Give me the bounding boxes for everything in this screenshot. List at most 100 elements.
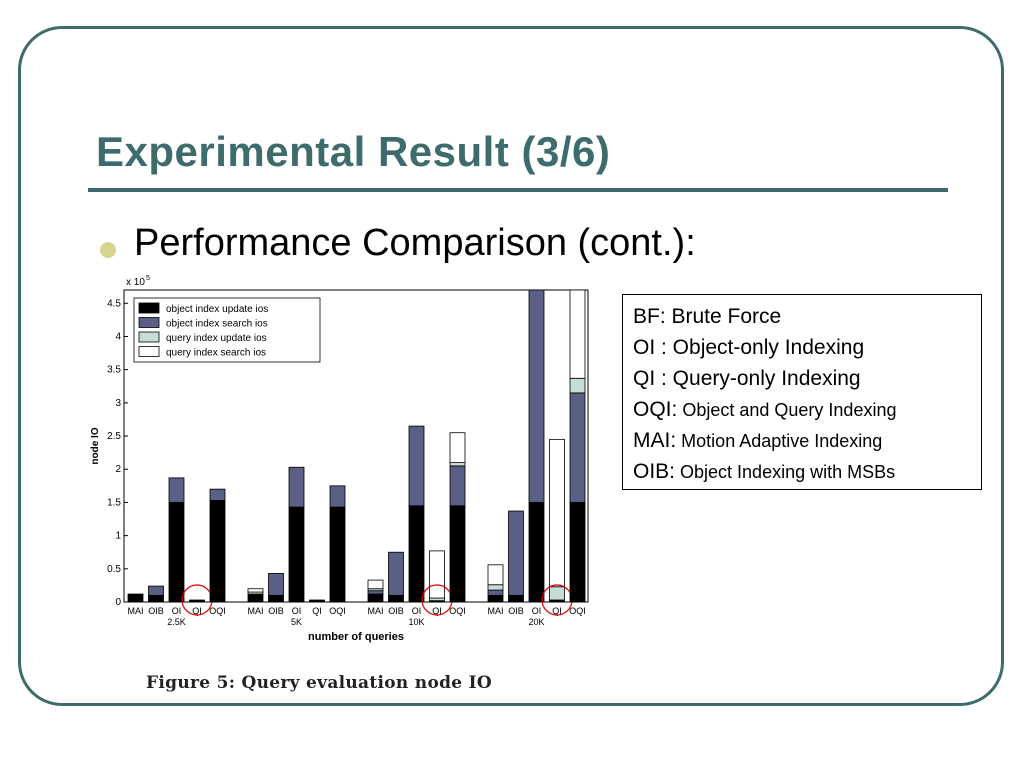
abbreviation-description: Object Indexing with MSBs bbox=[675, 462, 896, 482]
bar-segment bbox=[329, 506, 346, 603]
bar-segment bbox=[288, 506, 305, 603]
x-bar-label: OIB bbox=[268, 606, 284, 616]
x-bar-label: QI bbox=[192, 606, 202, 616]
bar-segment bbox=[549, 438, 565, 588]
abbreviation-description: Motion Adaptive Indexing bbox=[676, 431, 883, 451]
slide-frame bbox=[18, 26, 1004, 706]
bar-segment bbox=[429, 550, 445, 599]
x-bar-label: OQI bbox=[569, 606, 586, 616]
bar-segment bbox=[209, 500, 226, 603]
legend-label: query index search ios bbox=[166, 348, 266, 359]
x-bar-label: QI bbox=[552, 606, 562, 616]
bar-segment bbox=[388, 551, 404, 596]
title-underline bbox=[88, 188, 948, 192]
y-tick-label: 0.5 bbox=[107, 564, 121, 575]
bar-segment bbox=[367, 579, 384, 590]
x-group-label: 2.5K bbox=[167, 617, 186, 627]
bar-segment bbox=[148, 594, 164, 603]
x-bar-label: OI bbox=[532, 606, 542, 616]
x-bar-label: OQI bbox=[329, 606, 346, 616]
abbreviation-row: MAI: Motion Adaptive Indexing bbox=[633, 425, 981, 456]
y-tick-label: 4.5 bbox=[107, 298, 121, 309]
abbreviation-description: Query-only Indexing bbox=[666, 367, 861, 390]
bar-segment bbox=[528, 502, 545, 603]
x-bar-label: OQI bbox=[209, 606, 226, 616]
y-tick-label: 1 bbox=[115, 531, 121, 542]
x-bar-label: MAI bbox=[127, 606, 143, 616]
bar-segment bbox=[329, 485, 346, 508]
bar-segment bbox=[268, 594, 284, 603]
abbreviation-term: OQI: bbox=[633, 398, 678, 421]
y-axis-label: node IO bbox=[90, 427, 101, 464]
legend-swatch bbox=[138, 331, 160, 343]
legend-label: object index search ios bbox=[166, 319, 268, 330]
y-tick-label: 3 bbox=[115, 398, 121, 409]
bar-segment bbox=[388, 594, 404, 603]
abbreviation-row: OIB: Object Indexing with MSBs bbox=[633, 456, 981, 487]
bar-segment bbox=[247, 593, 264, 603]
bar-segment bbox=[408, 505, 425, 603]
y-tick-label: 1.5 bbox=[107, 497, 121, 508]
x-bar-label: OI bbox=[172, 606, 182, 616]
bar-segment bbox=[569, 289, 586, 379]
y-exponent-label: 5 bbox=[146, 275, 150, 282]
abbreviation-term: BF: bbox=[633, 305, 666, 328]
x-bar-label: OI bbox=[292, 606, 302, 616]
x-axis-label: number of queries bbox=[308, 631, 404, 643]
bar-segment bbox=[487, 564, 504, 586]
bar-segment bbox=[449, 505, 466, 603]
y-multiplier-label: x 10 bbox=[126, 277, 145, 288]
abbreviation-description: Brute Force bbox=[665, 305, 782, 328]
abbreviation-row: OI : Object-only Indexing bbox=[633, 332, 981, 363]
abbreviation-term: OI : bbox=[633, 336, 667, 359]
abbreviation-row: BF: Brute Force bbox=[633, 301, 981, 332]
bar-segment bbox=[569, 502, 586, 603]
y-tick-label: 2.5 bbox=[107, 431, 121, 442]
x-bar-label: OQI bbox=[449, 606, 466, 616]
bar-segment bbox=[549, 586, 565, 601]
x-bar-label: QI bbox=[432, 606, 442, 616]
bullet-dot-icon bbox=[100, 242, 116, 258]
bar-segment bbox=[508, 510, 524, 596]
x-bar-label: OIB bbox=[508, 606, 524, 616]
bar-segment bbox=[449, 465, 466, 507]
bullet-text: Performance Comparison (cont.): bbox=[134, 222, 696, 264]
figure-caption: Figure 5: Query evaluation node IO bbox=[146, 673, 492, 693]
y-tick-label: 4 bbox=[115, 331, 121, 342]
abbreviation-term: QI : bbox=[633, 367, 667, 390]
x-bar-label: MAI bbox=[487, 606, 503, 616]
legend-swatch bbox=[138, 317, 160, 328]
bar-segment bbox=[148, 585, 164, 596]
x-bar-label: QI bbox=[312, 606, 322, 616]
bar-segment bbox=[268, 573, 284, 596]
abbreviation-description: Object-only Indexing bbox=[666, 336, 865, 359]
x-group-label: 20K bbox=[528, 617, 544, 627]
bar-segment bbox=[367, 590, 384, 595]
legend-label: object index update ios bbox=[166, 304, 268, 315]
abbreviation-legend: BF: Brute Force OI : Object-only Indexing… bbox=[622, 294, 982, 490]
chart-legend bbox=[133, 297, 321, 363]
bar-segment bbox=[487, 589, 504, 596]
bar-segment bbox=[449, 432, 466, 463]
bar-segment bbox=[209, 488, 226, 501]
x-bar-label: OIB bbox=[388, 606, 404, 616]
x-bar-label: MAI bbox=[367, 606, 383, 616]
x-bar-label: OIB bbox=[148, 606, 164, 616]
bar-segment bbox=[408, 425, 425, 507]
plot-area bbox=[123, 289, 589, 603]
bar-segment bbox=[127, 593, 144, 603]
abbreviation-term: MAI: bbox=[633, 429, 677, 452]
bar-segment bbox=[168, 502, 185, 603]
bar-segment bbox=[168, 477, 185, 503]
abbreviation-row: OQI: Object and Query Indexing bbox=[633, 394, 981, 425]
x-group-label: 10K bbox=[408, 617, 424, 627]
bar-segment bbox=[487, 584, 504, 591]
abbreviation-description: Object and Query Indexing bbox=[677, 400, 897, 420]
legend-swatch bbox=[138, 302, 160, 314]
y-tick-label: 0 bbox=[115, 597, 121, 608]
bar-segment bbox=[569, 377, 586, 394]
bar-segment bbox=[367, 593, 384, 603]
x-group-label: 5K bbox=[291, 617, 302, 627]
node-io-chart: 0 0.5 1 1.5 2 2.5 3 3.5 4 4.5 x 10 5 node IO MAI OIB OI… bbox=[90, 275, 589, 643]
legend-label: query index update ios bbox=[166, 333, 267, 344]
